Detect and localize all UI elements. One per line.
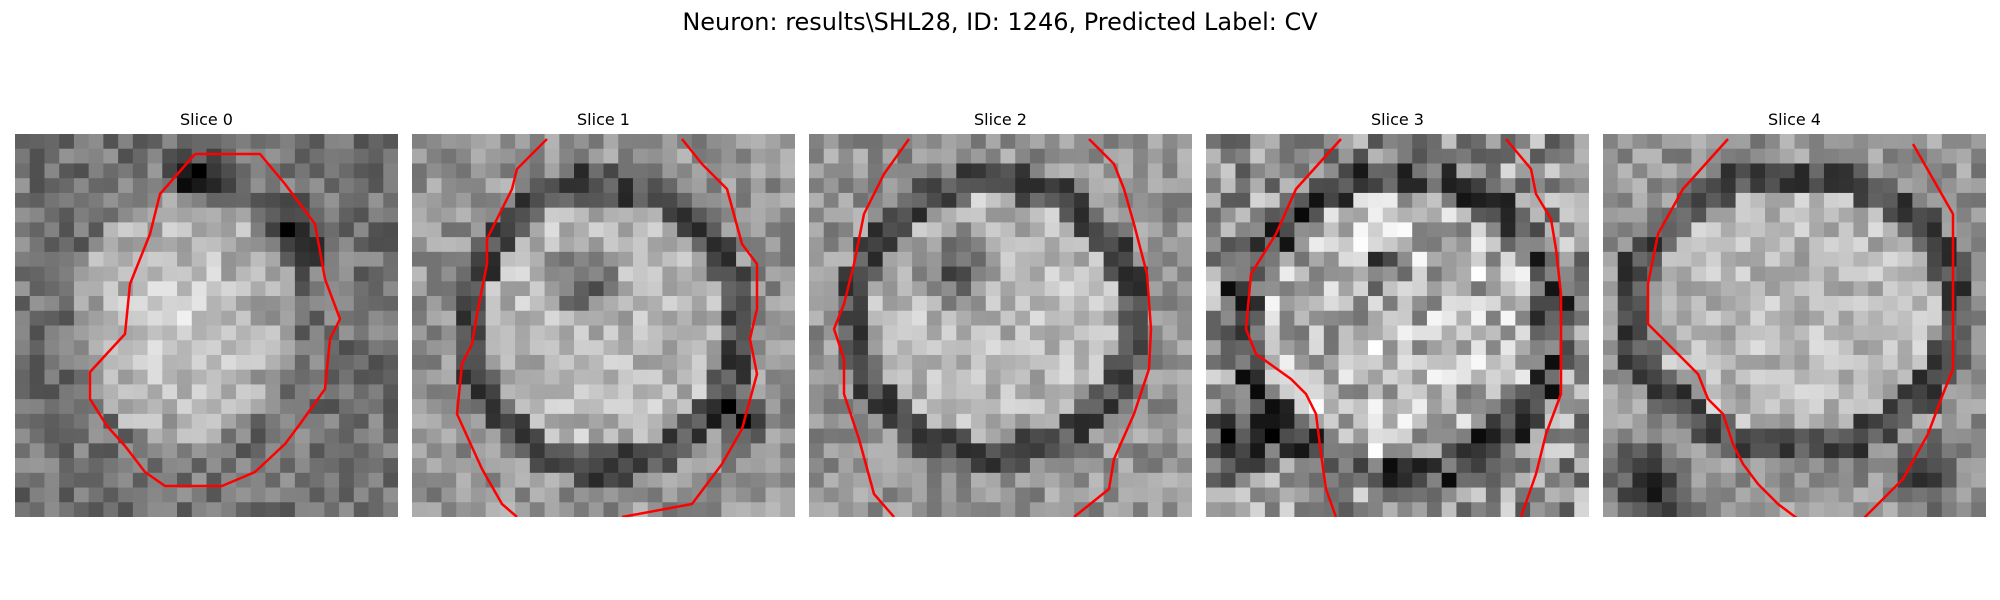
slice-image (809, 134, 1192, 517)
slice-image (412, 134, 795, 517)
roi-contour (832, 138, 911, 517)
slice-image (1206, 134, 1589, 517)
pixel-grid (412, 134, 795, 517)
roi-contour (621, 138, 759, 517)
slice-title: Slice 2 (974, 110, 1027, 129)
pixel-grid (1206, 134, 1589, 517)
roi-contour (88, 152, 342, 488)
pixel-grid (15, 134, 398, 517)
pixel-grid (809, 134, 1192, 517)
slice-title: Slice 1 (577, 110, 630, 129)
slice-title: Slice 0 (180, 110, 233, 129)
slice-title: Slice 3 (1371, 110, 1424, 129)
pixel-grid (1603, 134, 1986, 517)
roi-contour (455, 138, 548, 517)
figure-title: Neuron: results\SHL28, ID: 1246, Predict… (682, 8, 1318, 36)
slice-title: Slice 4 (1768, 110, 1821, 129)
roi-contour (1244, 138, 1342, 517)
slice-image (1603, 134, 1986, 517)
slice-image (15, 134, 398, 517)
roi-contour (1646, 138, 1955, 517)
roi-contour (1505, 138, 1563, 517)
roi-contour (1073, 138, 1153, 517)
